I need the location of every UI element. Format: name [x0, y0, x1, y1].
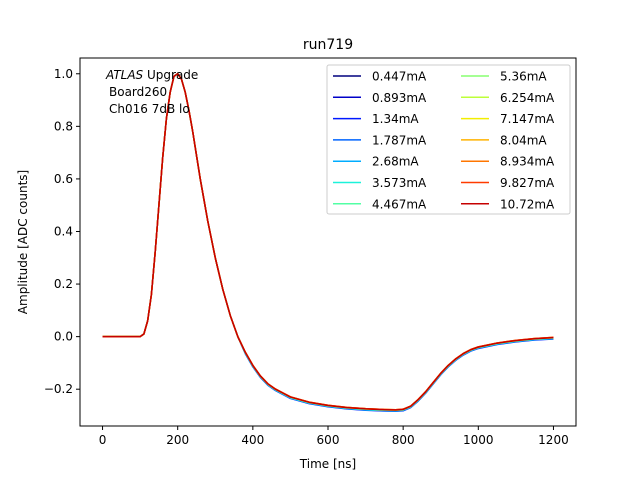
y-tick-label: 0.8	[54, 119, 73, 133]
legend-label: 6.254mA	[500, 91, 555, 105]
legend-label: 8.04mA	[500, 133, 547, 147]
legend-label: 5.36mA	[500, 70, 547, 84]
legend-label: 4.467mA	[372, 197, 427, 211]
x-tick-label: 600	[317, 433, 340, 447]
y-tick-label: 0.6	[54, 172, 73, 186]
legend-box	[326, 64, 571, 215]
legend-label: 10.72mA	[500, 197, 555, 211]
y-tick-label: 0.0	[54, 330, 73, 344]
annotation: ATLAS Upgrade Board260 Ch016 7dB lo	[105, 68, 198, 116]
legend-label: 7.147mA	[500, 112, 555, 126]
legend-label: 2.68mA	[372, 155, 419, 169]
legend-label: 9.827mA	[500, 176, 555, 190]
annotation-line1: ATLAS Upgrade	[105, 68, 198, 82]
y-tick-label: 0.4	[54, 224, 73, 238]
y-axis-label: Amplitude [ADC counts]	[16, 170, 30, 314]
legend-label: 0.447mA	[372, 70, 427, 84]
legend-label: 0.893mA	[372, 91, 427, 105]
legend-label: 1.787mA	[372, 133, 427, 147]
legend-label: 1.34mA	[372, 112, 419, 126]
x-tick-label: 400	[241, 433, 264, 447]
x-tick-label: 1200	[538, 433, 569, 447]
x-axis: 0 200 400 600 800 1000 1200	[99, 426, 569, 447]
annotation-line3: Ch016 7dB lo	[109, 102, 190, 116]
legend-entries: 0.447mA 0.893mA 1.34mA 1.787mA 2.68mA 3.573mA…	[333, 70, 555, 211]
annotation-line2: Board260	[109, 85, 167, 99]
y-tick-label: 0.2	[54, 277, 73, 291]
x-tick-label: 1000	[463, 433, 494, 447]
legend-label: 3.573mA	[372, 176, 427, 190]
y-tick-label: 1.0	[54, 67, 73, 81]
series-line-10.72mA	[102, 73, 554, 411]
y-tick-label: −0.2	[44, 382, 73, 396]
y-axis: −0.2 0.0 0.2 0.4 0.6 0.8 1.0	[44, 67, 80, 396]
x-axis-label: Time [ns]	[299, 457, 356, 471]
x-tick-label: 0	[99, 433, 107, 447]
x-tick-label: 800	[392, 433, 415, 447]
legend-label: 8.934mA	[500, 155, 555, 169]
x-tick-label: 200	[166, 433, 189, 447]
plot-lines	[102, 73, 554, 413]
annotation-atlas: ATLAS	[105, 68, 144, 82]
chart-title: run719	[303, 37, 353, 53]
legend: 0.447mA 0.893mA 1.34mA 1.787mA 2.68mA 3.573mA…	[326, 64, 571, 215]
annotation-upgrade: Upgrade	[143, 68, 198, 82]
